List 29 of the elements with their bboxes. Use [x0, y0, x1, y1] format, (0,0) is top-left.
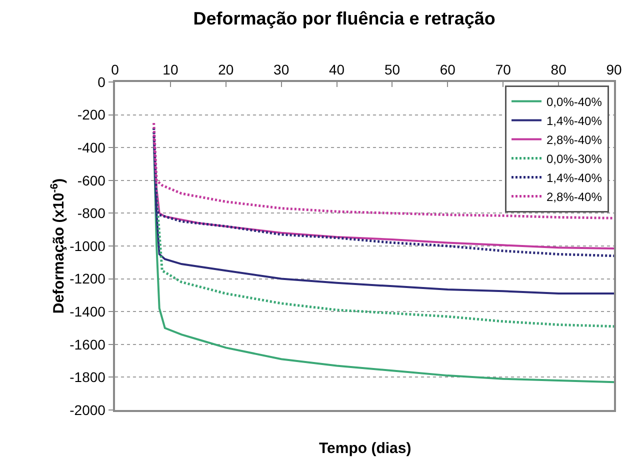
- y-tick-label: -400: [77, 140, 106, 156]
- x-tick-label: 20: [218, 62, 234, 78]
- y-tick-label: -200: [77, 106, 106, 123]
- x-axis-title: Tempo (dias): [319, 440, 412, 457]
- y-tick-label: -1400: [70, 304, 106, 320]
- x-tick-label: 50: [384, 62, 400, 78]
- legend-label: 2,8%-40%: [546, 190, 602, 204]
- y-tick-label: -600: [77, 172, 106, 188]
- legend-label: 1,4%-40%: [546, 170, 602, 185]
- x-tick-label: 70: [495, 62, 512, 78]
- y-tick-label: -1000: [70, 238, 106, 254]
- legend-label: 2,8%-40%: [546, 132, 602, 147]
- x-tick-label: 30: [274, 62, 290, 78]
- y-tick-label: -1800: [70, 369, 106, 386]
- x-tick-label: 80: [550, 62, 567, 78]
- x-tick-label: 10: [162, 62, 178, 78]
- legend-label: 1,4%-40%: [546, 114, 602, 128]
- y-tick-label: -800: [77, 205, 106, 222]
- legend-label: 0,0%-30%: [546, 152, 602, 166]
- x-tick-label: 0: [111, 62, 120, 78]
- x-tick-label: 60: [440, 62, 456, 78]
- chart-title: Deformação por fluência e retração: [193, 8, 496, 28]
- y-tick-label: 0: [98, 74, 106, 90]
- x-tick-label: 40: [328, 62, 345, 78]
- x-tick-label: 90: [606, 62, 622, 78]
- legend-label: 0,0%-40%: [546, 94, 602, 109]
- y-tick-label: -1600: [70, 336, 106, 352]
- y-tick-label: -1200: [70, 270, 106, 287]
- y-tick-label: -2000: [70, 402, 106, 418]
